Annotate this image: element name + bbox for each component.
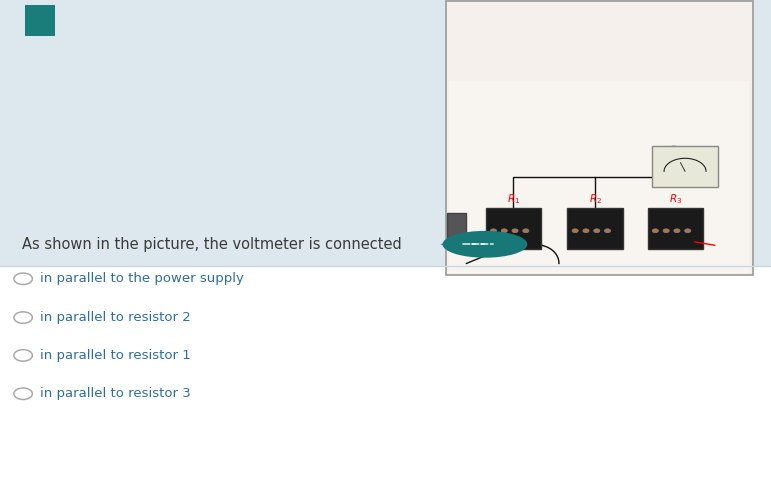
Ellipse shape: [443, 231, 527, 258]
Text: in parallel to the power supply: in parallel to the power supply: [40, 272, 244, 285]
Circle shape: [583, 229, 589, 233]
Circle shape: [501, 229, 507, 233]
FancyBboxPatch shape: [567, 208, 623, 249]
Circle shape: [652, 229, 658, 233]
Text: in parallel to resistor 1: in parallel to resistor 1: [40, 349, 191, 362]
Text: in parallel to resistor 3: in parallel to resistor 3: [40, 387, 191, 400]
FancyBboxPatch shape: [447, 213, 466, 244]
Circle shape: [490, 229, 497, 233]
Circle shape: [572, 229, 578, 233]
FancyBboxPatch shape: [449, 81, 749, 273]
Circle shape: [523, 229, 529, 233]
FancyBboxPatch shape: [652, 146, 718, 187]
Text: $R_1$: $R_1$: [507, 192, 520, 206]
Circle shape: [604, 229, 611, 233]
Circle shape: [663, 229, 669, 233]
FancyBboxPatch shape: [25, 5, 55, 36]
Text: in parallel to resistor 2: in parallel to resistor 2: [40, 311, 191, 324]
Circle shape: [14, 350, 32, 361]
Circle shape: [14, 388, 32, 399]
Circle shape: [14, 273, 32, 285]
Text: $R_2$: $R_2$: [589, 192, 601, 206]
Circle shape: [674, 229, 680, 233]
FancyBboxPatch shape: [0, 0, 771, 266]
Circle shape: [512, 229, 518, 233]
FancyBboxPatch shape: [486, 208, 541, 249]
Text: As shown in the picture, the voltmeter is connected: As shown in the picture, the voltmeter i…: [22, 237, 402, 252]
Polygon shape: [440, 234, 472, 255]
FancyBboxPatch shape: [648, 208, 703, 249]
Circle shape: [14, 312, 32, 323]
FancyBboxPatch shape: [446, 1, 753, 275]
Circle shape: [685, 229, 691, 233]
Text: $R_3$: $R_3$: [668, 192, 682, 206]
Circle shape: [594, 229, 600, 233]
